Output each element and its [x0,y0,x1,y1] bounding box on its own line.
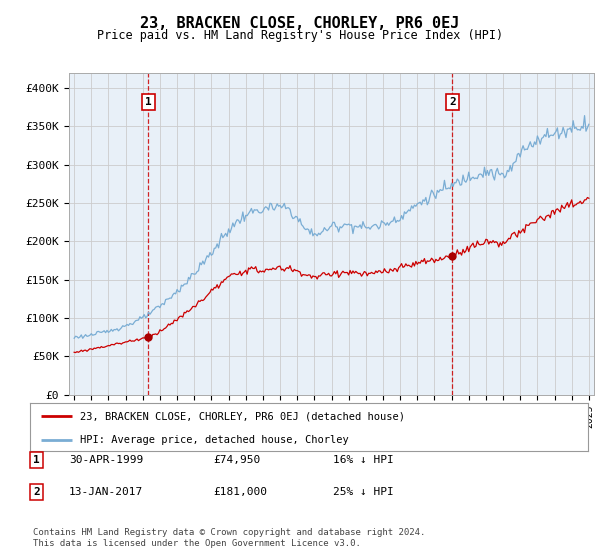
Text: 16% ↓ HPI: 16% ↓ HPI [333,455,394,465]
Text: 25% ↓ HPI: 25% ↓ HPI [333,487,394,497]
Text: 2: 2 [449,97,455,107]
Text: Contains HM Land Registry data © Crown copyright and database right 2024.
This d: Contains HM Land Registry data © Crown c… [33,528,425,548]
Text: HPI: Average price, detached house, Chorley: HPI: Average price, detached house, Chor… [80,435,349,445]
Text: 23, BRACKEN CLOSE, CHORLEY, PR6 0EJ (detached house): 23, BRACKEN CLOSE, CHORLEY, PR6 0EJ (det… [80,411,405,421]
Text: £74,950: £74,950 [213,455,260,465]
Text: 23, BRACKEN CLOSE, CHORLEY, PR6 0EJ: 23, BRACKEN CLOSE, CHORLEY, PR6 0EJ [140,16,460,31]
Text: 2: 2 [33,487,40,497]
Text: 30-APR-1999: 30-APR-1999 [69,455,143,465]
Text: 13-JAN-2017: 13-JAN-2017 [69,487,143,497]
Text: Price paid vs. HM Land Registry's House Price Index (HPI): Price paid vs. HM Land Registry's House … [97,29,503,42]
Text: 1: 1 [33,455,40,465]
Text: 1: 1 [145,97,152,107]
Text: £181,000: £181,000 [213,487,267,497]
